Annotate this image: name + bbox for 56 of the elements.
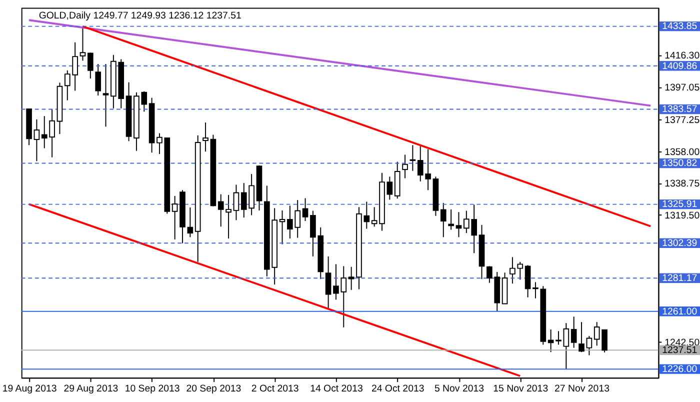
x-tick-label: 27 Nov 2013 bbox=[554, 384, 610, 395]
x-tick-label: 24 Oct 2013 bbox=[371, 384, 424, 395]
candlestick bbox=[102, 64, 109, 128]
candlestick bbox=[570, 316, 577, 348]
ref-line-label: 1409.86 bbox=[662, 60, 698, 72]
candlestick bbox=[524, 264, 531, 298]
candlestick bbox=[80, 26, 86, 62]
candlestick bbox=[88, 52, 94, 79]
x-tick-label: 5 Nov 2013 bbox=[434, 384, 484, 395]
ref-line-label: 1261.00 bbox=[662, 306, 698, 318]
ref-line-label: 1302.39 bbox=[662, 238, 698, 250]
candlestick bbox=[586, 335, 592, 356]
x-tick-label: 29 Aug 2013 bbox=[64, 384, 118, 395]
x-tick-label: 14 Oct 2013 bbox=[310, 384, 363, 395]
y-tick-label: 1397.05 bbox=[664, 82, 700, 94]
x-tick-label: 2 Oct 2013 bbox=[251, 384, 299, 395]
candlestick bbox=[325, 256, 332, 310]
candlestick bbox=[410, 144, 416, 172]
candlestick bbox=[364, 201, 370, 230]
y-tick-label: 1319.50 bbox=[664, 210, 700, 222]
candlestick bbox=[548, 329, 554, 353]
candlestick bbox=[187, 206, 194, 238]
ref-line-label: 1237.51 bbox=[662, 345, 698, 356]
candlestick bbox=[233, 184, 240, 221]
y-tick-label: 1338.75 bbox=[664, 178, 700, 190]
candlestick bbox=[371, 206, 378, 228]
candlestick bbox=[532, 282, 538, 299]
y-tick-label: 1358.00 bbox=[664, 146, 700, 158]
candlestick bbox=[202, 122, 208, 152]
ref-line-label: 1433.85 bbox=[662, 21, 698, 32]
x-tick-label: 15 Nov 2013 bbox=[493, 384, 548, 395]
ref-line-label: 1325.91 bbox=[662, 199, 698, 210]
ref-line-label: 1383.57 bbox=[662, 104, 698, 116]
candlestick bbox=[386, 176, 393, 200]
candlestick bbox=[348, 266, 354, 290]
candlestick bbox=[448, 208, 454, 230]
candlestick bbox=[402, 154, 408, 179]
candlestick bbox=[279, 210, 286, 245]
ref-line-label: 1226.00 bbox=[662, 364, 698, 375]
candlestick bbox=[172, 195, 178, 240]
x-tick-label: 20 Sep 2013 bbox=[186, 384, 242, 395]
y-tick-label: 1416.30 bbox=[664, 50, 700, 62]
chart-title: GOLD,Daily 1249.77 1249.93 1236.12 1237.51 bbox=[38, 10, 242, 22]
candlestick bbox=[563, 322, 570, 370]
x-tick-label: 10 Sep 2013 bbox=[124, 384, 180, 395]
y-tick-label: 1377.25 bbox=[664, 115, 700, 126]
candlestick bbox=[456, 212, 462, 238]
ref-line-label: 1350.82 bbox=[662, 158, 698, 170]
ref-line-label: 1281.17 bbox=[662, 273, 698, 284]
candlestick bbox=[95, 64, 102, 96]
candlestick bbox=[556, 330, 562, 346]
candlestick bbox=[578, 322, 584, 353]
candlestick bbox=[302, 198, 308, 222]
candlestick bbox=[34, 118, 40, 162]
x-tick-label: 19 Aug 2013 bbox=[2, 384, 57, 395]
candlestick bbox=[440, 202, 446, 238]
